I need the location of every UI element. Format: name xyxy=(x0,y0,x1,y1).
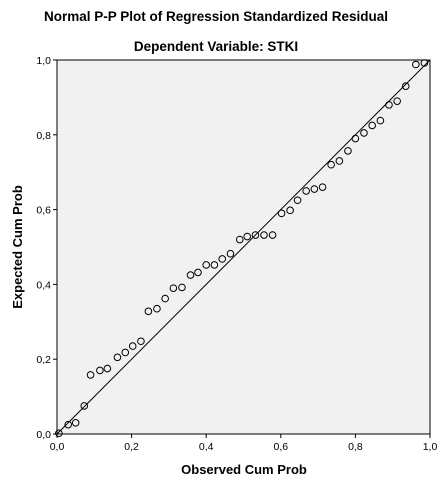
data-point xyxy=(385,101,393,109)
y-tick-label: 0,6 xyxy=(36,205,51,217)
data-point xyxy=(178,283,186,292)
data-point xyxy=(137,337,145,346)
data-point xyxy=(113,353,122,362)
y-tick-label: 1,0 xyxy=(36,55,51,67)
y-axis-label: Expected Cum Prob xyxy=(10,185,25,309)
data-point xyxy=(169,284,178,292)
data-point xyxy=(277,209,286,218)
data-point xyxy=(368,121,376,130)
data-point xyxy=(80,402,89,410)
data-point xyxy=(344,147,352,155)
data-point xyxy=(260,231,268,239)
data-point xyxy=(226,249,235,258)
data-point xyxy=(235,235,244,244)
data-point xyxy=(286,206,294,215)
data-point xyxy=(243,232,252,241)
x-tick-label: 0,0 xyxy=(50,441,65,453)
data-point xyxy=(186,271,195,279)
data-point xyxy=(268,231,277,239)
data-point xyxy=(251,231,260,239)
data-point xyxy=(327,160,335,169)
data-point xyxy=(144,307,153,316)
data-point xyxy=(153,304,161,313)
data-point xyxy=(210,261,219,269)
data-point xyxy=(71,418,80,427)
data-points xyxy=(55,59,429,438)
data-point xyxy=(121,348,130,357)
y-tick-label: 0,8 xyxy=(36,130,51,142)
x-tick-label: 0,6 xyxy=(273,441,288,453)
data-point xyxy=(393,97,401,105)
x-tick-label: 0,4 xyxy=(199,441,214,453)
x-axis-label: Observed Cum Prob xyxy=(181,462,307,477)
data-point xyxy=(55,429,63,438)
data-point xyxy=(401,82,410,90)
data-point xyxy=(318,183,327,191)
y-tick-label: 0,4 xyxy=(36,279,51,291)
data-point xyxy=(194,268,202,277)
data-point xyxy=(412,60,420,69)
y-axis-ticks: 0,0 0,2 0,4 0,6 0,8 1,0 xyxy=(36,55,57,441)
x-axis-ticks: 0,0 0,2 0,4 0,6 0,8 1,0 xyxy=(50,434,438,453)
data-point xyxy=(420,59,429,67)
data-point xyxy=(64,420,72,429)
chart-title: Normal P-P Plot of Regression Standardiz… xyxy=(44,9,388,24)
data-point xyxy=(360,129,368,137)
data-point xyxy=(128,342,137,350)
data-point xyxy=(96,366,104,375)
data-point xyxy=(103,364,112,373)
y-tick-label: 0,2 xyxy=(36,354,51,366)
data-point xyxy=(161,294,169,303)
data-point xyxy=(86,371,95,379)
y-tick-label: 0,0 xyxy=(36,429,51,441)
x-tick-label: 1,0 xyxy=(423,441,438,453)
data-point xyxy=(335,157,344,165)
data-point xyxy=(202,261,210,269)
data-point xyxy=(310,185,319,193)
data-point xyxy=(302,187,310,195)
chart-subtitle: Dependent Variable: STKI xyxy=(134,39,298,54)
data-point xyxy=(293,196,302,205)
reference-line xyxy=(56,59,431,435)
x-tick-label: 0,2 xyxy=(124,441,139,453)
x-tick-label: 0,8 xyxy=(348,441,363,453)
data-point xyxy=(376,116,385,125)
data-point xyxy=(218,255,227,263)
data-point xyxy=(351,134,360,143)
